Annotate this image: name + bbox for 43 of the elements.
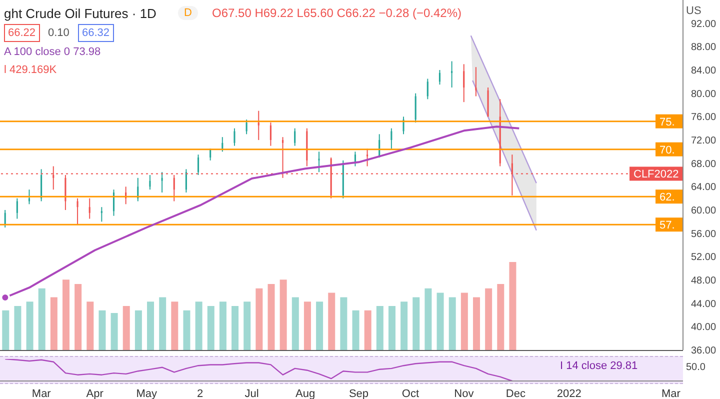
ref-line-label: 57. [660, 220, 675, 232]
x-tick-label: Mar [661, 388, 681, 399]
y-tick-label: 76.00 [691, 112, 716, 124]
y-tick-label: 56.00 [691, 228, 716, 240]
x-tick-label: May [136, 388, 158, 399]
text: 50.0 [686, 362, 706, 373]
x-tick-label: Jul [244, 388, 259, 399]
annotation: l 429.169K [4, 63, 57, 77]
ref-line-label: 70. [660, 144, 675, 156]
annotation: A 100 close 0 73.98 [4, 45, 101, 59]
y-tick-label: 88.00 [691, 42, 716, 54]
y-tick-label: 68.00 [691, 158, 716, 170]
annotation: I 14 close 29.81 [560, 360, 638, 372]
y-tick-label: 84.00 [691, 66, 716, 77]
x-tick-label: Aug [295, 388, 316, 399]
y-tick-label: 48.00 [691, 276, 716, 287]
x-tick-label: Mar [32, 388, 52, 399]
annotation: 0.10 [48, 26, 70, 40]
x-tick-label: Oct [402, 388, 420, 399]
x-tick-label: Apr [86, 388, 104, 399]
y-tick-label: 40.00 [691, 322, 716, 334]
ref-line-label: 62. [660, 192, 675, 204]
text: ght Crude Oil Futures · 1D [4, 6, 156, 21]
x-tick-label: 2022 [556, 388, 582, 399]
y-tick-label: 36.00 [691, 346, 716, 357]
x-tick-label: Nov [454, 388, 474, 399]
annotation: D [178, 6, 198, 20]
x-tick-label: Sep [348, 388, 369, 399]
y-tick-label: 64.00 [691, 182, 716, 194]
y-tick-label: 92.00 [691, 18, 716, 30]
y-tick-label: 60.00 [691, 206, 716, 217]
ref-line-label: CLF2022 [634, 168, 679, 181]
text: US [686, 4, 702, 18]
annotation: 66.22 [4, 24, 40, 42]
annotation: O67.50 H69.22 L65.60 C66.22 −0.28 (−0.42%) [212, 6, 462, 20]
ref-line-label: 75. [660, 116, 675, 128]
y-tick-label: 72.00 [691, 136, 716, 147]
y-tick-label: 44.00 [691, 298, 716, 310]
y-tick-label: 52.00 [691, 252, 716, 264]
x-tick-label: Dec [506, 388, 526, 399]
annotation: 66.32 [78, 24, 114, 42]
y-tick-label: 80.00 [691, 88, 716, 100]
x-tick-label: 2 [197, 388, 204, 399]
